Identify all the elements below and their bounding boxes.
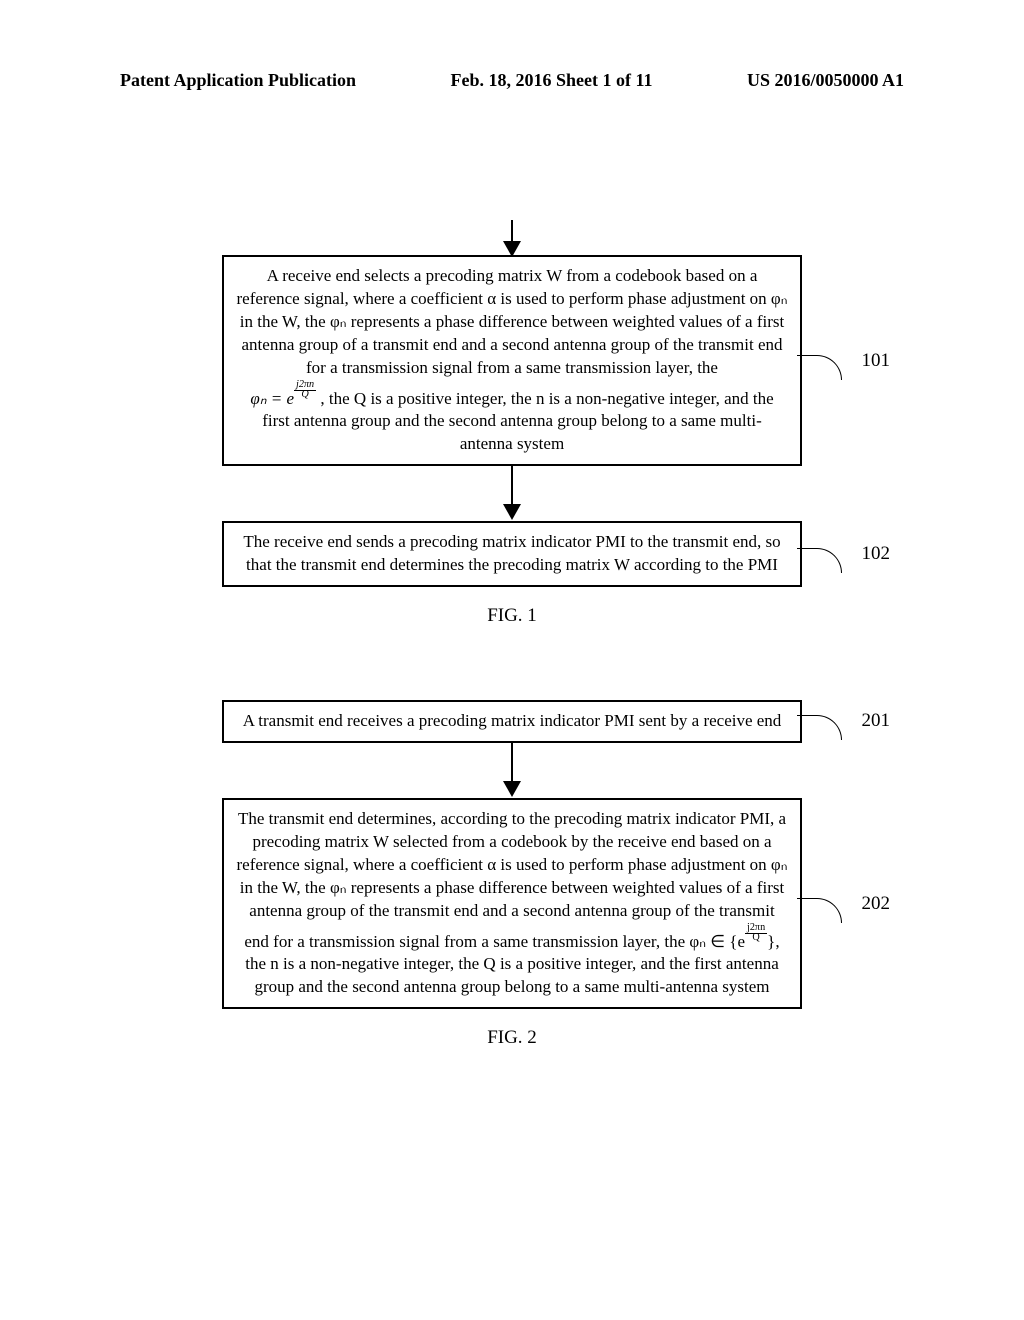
box-202-text-before: The transmit end determines, according t… bbox=[236, 809, 787, 951]
ref-label-201: 201 bbox=[862, 709, 891, 735]
formula-prefix: φₙ = e bbox=[250, 389, 294, 408]
ref-connector bbox=[797, 898, 842, 923]
figure-1: A receive end selects a precoding matrix… bbox=[192, 220, 832, 627]
arrow-down-1 bbox=[192, 466, 832, 521]
box-101-text-part2: , the Q is a positive integer, the n is … bbox=[262, 389, 773, 454]
ref-connector bbox=[797, 548, 842, 573]
box-101-text-part1: A receive end selects a precoding matrix… bbox=[236, 266, 787, 377]
box-201-text: A transmit end receives a precoding matr… bbox=[243, 711, 782, 730]
formula-exp-bot: Q bbox=[750, 932, 761, 943]
box-102-text: The receive end sends a precoding matrix… bbox=[243, 532, 780, 574]
flowchart-box-102: The receive end sends a precoding matrix… bbox=[222, 521, 802, 587]
header-center: Feb. 18, 2016 Sheet 1 of 11 bbox=[451, 70, 653, 91]
figure-2: A transmit end receives a precoding matr… bbox=[192, 700, 832, 1049]
flowchart-box-201: A transmit end receives a precoding matr… bbox=[222, 700, 802, 743]
fig2-caption: FIG. 2 bbox=[192, 1027, 832, 1049]
ref-label-101: 101 bbox=[862, 348, 891, 374]
page-header: Patent Application Publication Feb. 18, … bbox=[0, 70, 1024, 91]
flowchart-box-202: The transmit end determines, according t… bbox=[222, 798, 802, 1009]
header-left: Patent Application Publication bbox=[120, 70, 356, 91]
box-101-formula: φₙ = ej2πnQ bbox=[250, 389, 320, 408]
arrow-stub-top bbox=[511, 220, 513, 255]
ref-label-102: 102 bbox=[862, 541, 891, 567]
fig1-caption: FIG. 1 bbox=[192, 605, 832, 627]
flowchart-box-101: A receive end selects a precoding matrix… bbox=[222, 255, 802, 466]
ref-connector bbox=[797, 715, 842, 740]
arrow-down-2 bbox=[192, 743, 832, 798]
formula-exp-bot: Q bbox=[299, 389, 310, 400]
ref-connector bbox=[797, 355, 842, 380]
ref-label-202: 202 bbox=[862, 891, 891, 917]
header-right: US 2016/0050000 A1 bbox=[747, 70, 904, 91]
